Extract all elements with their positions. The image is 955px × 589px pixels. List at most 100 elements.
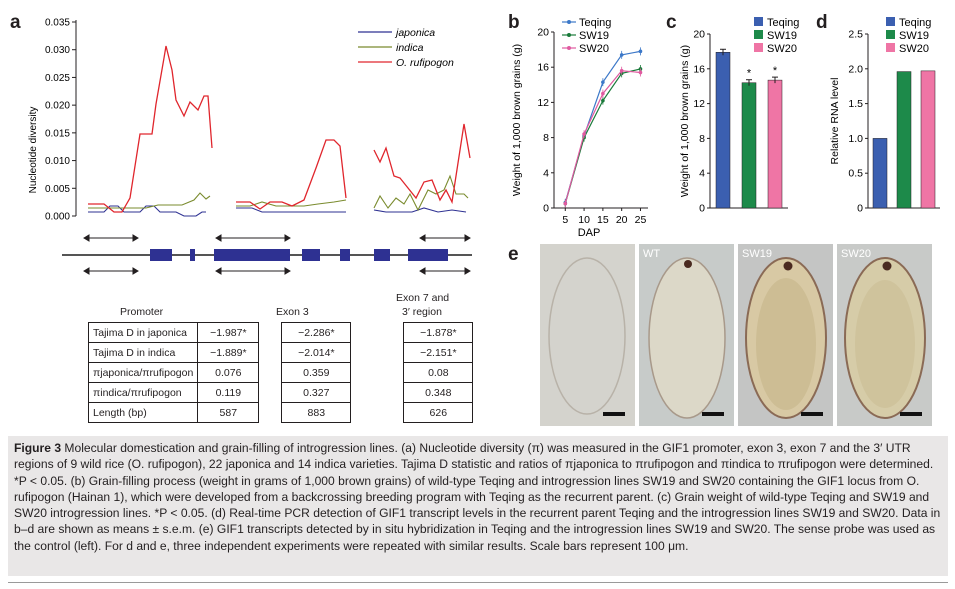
bar-teqing (872, 138, 888, 209)
ytick-label: 8 (699, 133, 705, 145)
bar-sw19 (741, 82, 757, 209)
legend-swatch (754, 30, 763, 39)
legend-japonica: japonica (394, 27, 435, 39)
panel-d-chart: 0 0.5 1.0 1.5 2.0 2.5 Relative RNA level Teqing… (829, 17, 940, 215)
ytick-label: 20 (693, 29, 705, 41)
xtick-label: 25 (635, 214, 647, 226)
legend-label: Teqing (899, 17, 931, 29)
row-label: πjaponica/πrufipogon (87, 362, 199, 383)
promoter-value: −1.889* (197, 342, 260, 363)
data-point (563, 201, 568, 206)
y-axis-label: Relative RNA level (829, 78, 841, 165)
promoter-value: 0.076 (197, 362, 260, 383)
ytick-label: 20 (537, 27, 549, 39)
ytick-label: 0.015 (45, 128, 70, 139)
ytick-label: 0 (543, 203, 549, 215)
header-promoter: Promoter (120, 306, 164, 318)
exon7-value: −2.151* (403, 342, 474, 363)
ytick-label: 4 (543, 167, 549, 179)
legend-label: SW19 (767, 30, 797, 42)
header-exon7-line1: Exon 7 and (396, 292, 450, 304)
exon7-value: 626 (403, 402, 474, 423)
exon3-value: 883 (281, 402, 352, 423)
legend-label: Teqing (767, 17, 799, 29)
ytick-label: 0.020 (45, 101, 70, 112)
data-point (582, 132, 586, 136)
x-axis-label: DAP (578, 227, 601, 239)
promoter-value: 0.119 (197, 382, 260, 403)
legend-label: Teqing (579, 17, 611, 29)
xtick-label: 5 (562, 214, 568, 226)
exon-box (214, 249, 290, 261)
legend-marker (567, 46, 571, 50)
legend-swatch (886, 30, 895, 39)
legend-swatch (754, 17, 763, 26)
y-axis-label: Weight of 1,000 brown grains (g) (511, 44, 523, 196)
legend-label: SW19 (579, 30, 609, 42)
significance-star: * (773, 65, 778, 77)
panel-label-a: a (10, 12, 21, 33)
header-exon7-line2: 3′ region (402, 306, 442, 318)
panel-label-d: d (816, 12, 828, 33)
row-label: Tajima D in japonica (87, 322, 199, 343)
data-point (638, 49, 643, 54)
legend-label: SW19 (899, 30, 929, 42)
micrograph-sense-control (540, 244, 635, 426)
data-point (638, 70, 643, 75)
table-row: Tajima D in japonica −1.987* −2.286* −1.878… (87, 322, 474, 343)
figure-label: Figure 3 (14, 441, 62, 455)
legend-rufipogon: O. rufipogon (396, 57, 454, 69)
bar-teqing (715, 52, 731, 209)
stats-table: Tajima D in japonica −1.987* −2.286* −1.878… (87, 322, 474, 423)
panel-a-ylabel: Nucleotide diversity (28, 107, 39, 194)
panel-a-legend: japonica indica O. rufipogon (358, 27, 454, 69)
legend-label: SW20 (899, 43, 929, 55)
scale-bar (603, 412, 625, 416)
legend-marker (567, 20, 571, 24)
scale-bar (702, 412, 724, 416)
table-header: Promoter Exon 3 Exon 7 and 3′ region (90, 292, 470, 326)
legend-label: SW20 (579, 43, 609, 55)
ytick-label: 4 (699, 168, 705, 180)
exon3-value: 0.327 (281, 382, 352, 403)
y-axis-label: Weight of 1,000 brown grains (g) (679, 45, 691, 197)
exon-box (150, 249, 172, 261)
xtick-label: 10 (578, 214, 590, 226)
significance-star: * (747, 68, 752, 80)
data-point (619, 53, 624, 57)
series-line-teqing (564, 50, 641, 203)
region-arrows (83, 234, 471, 275)
exon-box (340, 249, 350, 261)
gene-structure (62, 234, 472, 275)
xtick-label: 15 (597, 214, 609, 226)
exon3-value: −2.286* (281, 322, 352, 343)
ytick-label: 12 (693, 98, 705, 110)
legend-indica: indica (396, 42, 424, 54)
table-row: Length (bp) 587 883 626 (87, 402, 474, 423)
legend-swatch (886, 43, 895, 52)
data-point (619, 68, 624, 73)
ytick-label: 0.025 (45, 73, 70, 84)
panel-a-promoter-traces (88, 45, 213, 217)
exon-box (408, 249, 448, 261)
ytick-label: 1.5 (848, 98, 863, 110)
exon-box (302, 249, 320, 261)
panel-a-exon7-traces (373, 123, 471, 213)
data-point (601, 80, 605, 84)
ytick-label: 1.0 (848, 133, 863, 145)
exon7-value: 0.08 (403, 362, 474, 383)
scale-bar (900, 412, 922, 416)
data-point (601, 91, 605, 96)
row-label: πindica/πrufipogon (87, 382, 199, 403)
bar-sw20 (920, 70, 936, 209)
series-line-sw19 (564, 68, 641, 204)
promoter-value: 587 (197, 402, 260, 423)
header-exon3: Exon 3 (276, 306, 309, 318)
ytick-label: 0 (699, 203, 705, 215)
ytick-label: 0.030 (45, 45, 70, 56)
row-label: Tajima D in indica (87, 342, 199, 363)
exon7-value: 0.348 (403, 382, 474, 403)
panel-b-chart: 0 4 8 12 16 20 5 10 15 20 25 DAP Weight of 1,000 bro… (511, 17, 648, 239)
legend-swatch (886, 17, 895, 26)
